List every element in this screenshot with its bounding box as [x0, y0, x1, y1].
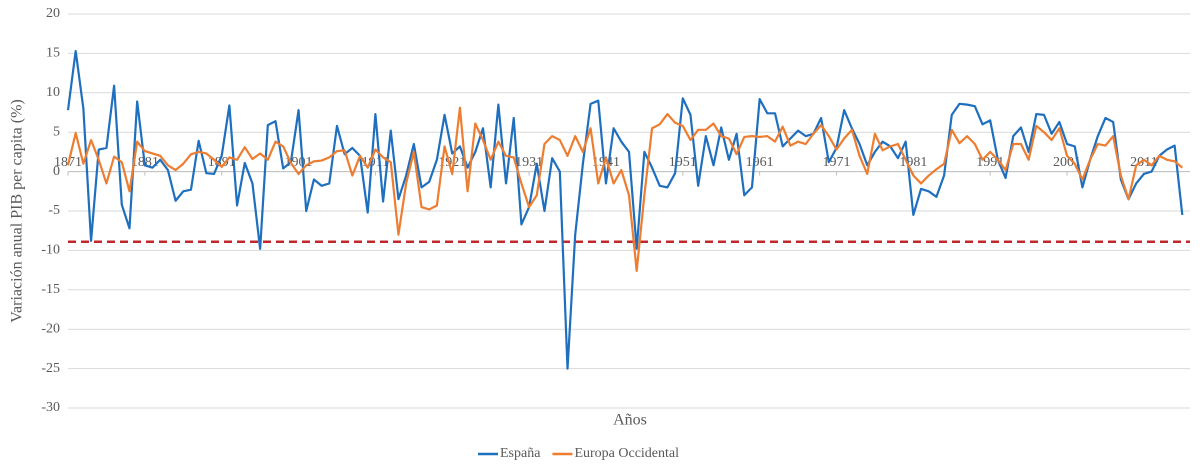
- x-tick-label: 1941: [592, 155, 620, 170]
- x-axis-label: Años: [613, 412, 647, 429]
- y-tick-label: -25: [41, 361, 60, 376]
- y-tick-label: -30: [41, 400, 60, 415]
- legend-label: Europa Occidental: [574, 446, 679, 461]
- y-tick-label: 20: [46, 6, 60, 21]
- legend-label: España: [500, 446, 541, 461]
- y-tick-label: 0: [53, 164, 60, 179]
- x-tick-label: 1931: [515, 155, 543, 170]
- x-tick-label: 1911: [362, 155, 389, 170]
- y-tick-label: 10: [46, 85, 60, 100]
- y-tick-label: -5: [48, 203, 60, 218]
- x-tick-label: 1951: [669, 155, 697, 170]
- x-tick-label: 2001: [1053, 155, 1081, 170]
- series-line: [66, 49, 1184, 370]
- y-tick-label: -15: [41, 282, 60, 297]
- y-axis-label: Variación anual PIB per capita (%): [9, 99, 26, 322]
- y-tick-label: 5: [53, 124, 60, 139]
- series-line: [66, 106, 1184, 272]
- x-tick-label: 1961: [746, 155, 774, 170]
- x-tick-label: 1971: [822, 155, 850, 170]
- x-tick-label: 1921: [438, 155, 466, 170]
- y-tick-label: 15: [46, 46, 60, 61]
- y-tick-label: -10: [41, 243, 60, 258]
- y-tick-label: -20: [41, 321, 60, 336]
